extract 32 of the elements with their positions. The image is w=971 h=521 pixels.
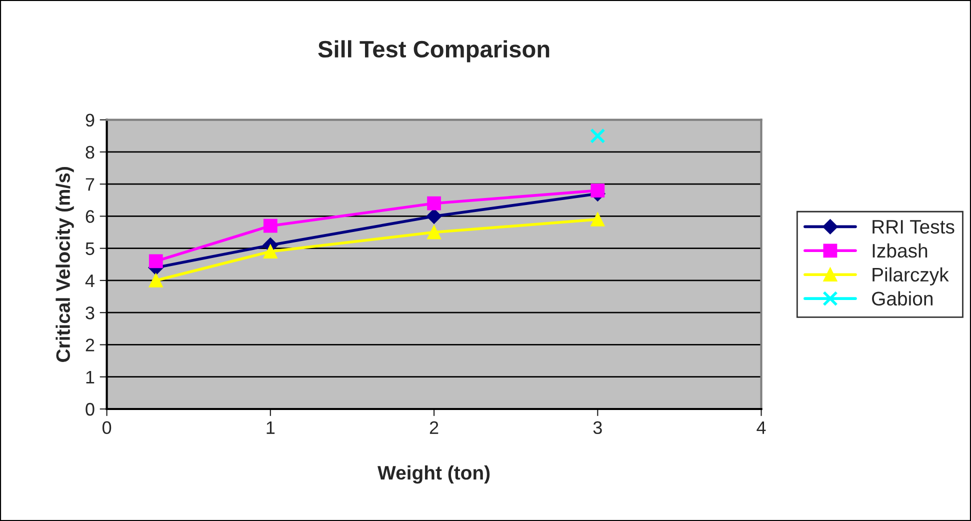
x-tick-label: 1	[266, 421, 275, 434]
legend-label: RRI Tests	[872, 220, 954, 234]
point	[590, 128, 606, 144]
x-tick-label: 2	[430, 421, 438, 434]
y-tick-label: 5	[86, 242, 94, 256]
point	[148, 254, 163, 268]
legend-label: Izbash	[872, 243, 928, 258]
point	[148, 274, 163, 288]
y-tick-label: 8	[86, 146, 94, 159]
y-tick-label: 7	[86, 178, 94, 191]
point	[426, 208, 442, 224]
y-tick-label: 4	[85, 274, 94, 288]
legend-label: Gabion	[872, 291, 932, 306]
x-tick-label: 3	[593, 421, 602, 434]
y-tick-label: 9	[86, 114, 94, 127]
y-tick-label: 2	[86, 338, 94, 352]
x-tick-label: 0	[102, 421, 112, 434]
x-tick-label: 4	[756, 421, 766, 434]
point	[590, 212, 605, 226]
legend-label: Pilarczyk	[872, 267, 949, 286]
chart-title: Sill Test Comparison	[318, 40, 550, 62]
point	[263, 244, 278, 258]
y-tick-label: 3	[86, 306, 94, 320]
point	[590, 184, 605, 198]
y-tick-label: 6	[86, 210, 94, 223]
y-tick-label: 1	[86, 370, 94, 384]
y-tick-label: 0	[86, 402, 94, 416]
point	[263, 218, 278, 233]
x-axis-title: Weight (ton)	[378, 465, 490, 484]
point	[427, 225, 441, 240]
y-axis-title: Critical Velocity (m/s)	[56, 167, 74, 362]
point	[427, 196, 441, 210]
